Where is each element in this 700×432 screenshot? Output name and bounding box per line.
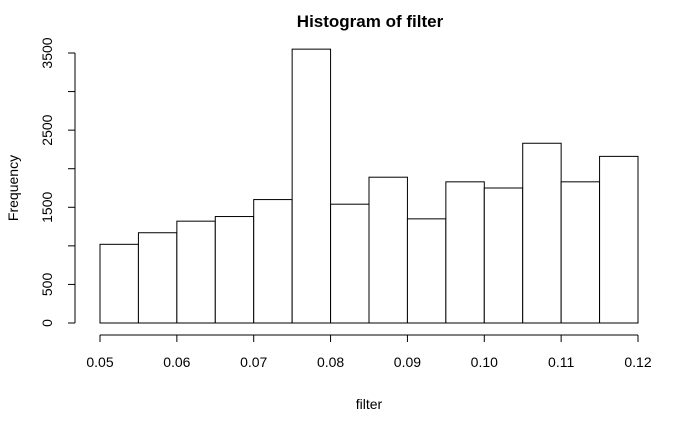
x-tick-label: 0.07 [240,354,267,370]
histogram-bar [137,232,178,324]
x-tick-label: 0.10 [471,354,498,370]
histogram-bar [176,220,216,324]
histogram-bar [599,155,639,324]
x-tick-label: 0.06 [163,354,190,370]
bars-group [99,48,639,324]
x-tick-label: 0.09 [394,354,421,370]
histogram-bar [522,142,562,324]
histogram-bar [253,199,293,324]
x-axis: 0.05 0.06 0.07 0.08 0.09 0.10 0.11 0.12 [86,334,652,370]
y-tick-label: 2500 [39,114,55,145]
histogram-bar [445,181,485,324]
histogram-bar [330,203,370,324]
y-axis-label: Frequency [5,155,21,221]
y-tick-label: 1500 [39,192,55,223]
histogram-bar [214,216,255,324]
x-axis-label: filter [356,396,383,412]
histogram-bar [560,181,601,324]
histogram-bar [99,243,139,324]
histogram-bar [291,48,332,324]
x-tick-label: 0.05 [86,354,113,370]
y-tick-label: 3500 [39,37,55,68]
x-tick-label: 0.11 [548,354,574,370]
histogram-bar [368,176,408,324]
histogram-bar [483,187,524,324]
x-tick-label: 0.08 [317,354,344,370]
y-axis: 0 500 1500 2500 3500 [39,37,76,327]
y-tick-label: 0 [39,319,55,327]
y-tick-label: 500 [39,273,55,297]
histogram-bar [406,218,447,324]
chart-title: Histogram of filter [297,12,444,31]
x-tick-label: 0.12 [624,354,651,370]
